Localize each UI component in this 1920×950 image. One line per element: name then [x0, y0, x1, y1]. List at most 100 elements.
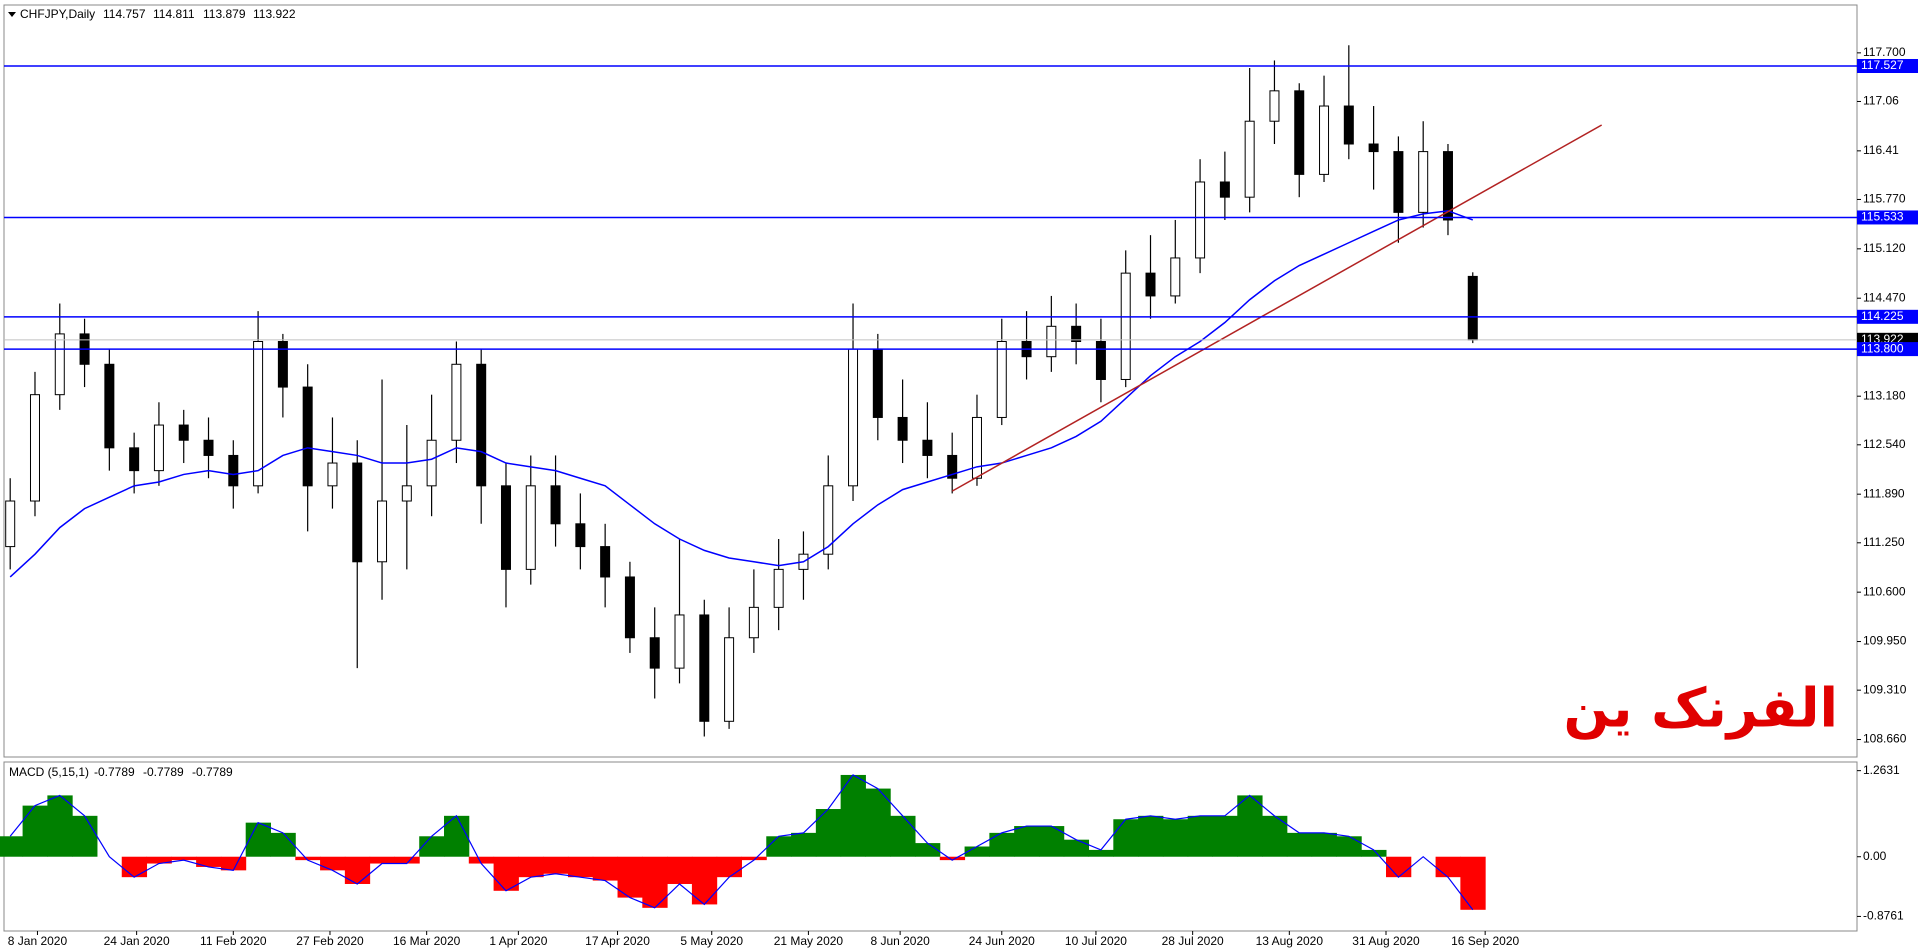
candle-body — [1046, 325, 1057, 358]
low: 113.879 — [203, 7, 246, 21]
y-tick-label: 116.41 — [1863, 143, 1899, 157]
macd-line — [9, 774, 1474, 911]
y-tick-label: 117.06 — [1863, 94, 1899, 108]
candle-body — [773, 568, 784, 608]
candle-body — [525, 485, 536, 570]
candle-body — [699, 614, 710, 722]
candle-body — [1244, 120, 1255, 198]
close: 113.922 — [253, 7, 296, 21]
macd-bar — [1237, 795, 1263, 857]
y-tick-label: 110.600 — [1863, 584, 1906, 598]
y-tick-label: 108.660 — [1863, 732, 1907, 746]
macd-bar — [592, 856, 619, 881]
candle-body — [228, 454, 239, 487]
macd-bar — [1336, 836, 1362, 857]
x-tick-label: 8 Jun 2020 — [870, 934, 930, 948]
level-label: 114.225 — [1861, 309, 1904, 323]
candle-body — [848, 348, 859, 487]
macd-bar — [667, 856, 693, 884]
x-tick-label: 8 Jan 2020 — [8, 934, 68, 948]
moving-average — [9, 210, 1474, 578]
symbol: CHFJPY,Daily — [20, 7, 95, 21]
y-tick-label: 112.540 — [1863, 437, 1906, 451]
macd-bar — [964, 846, 990, 857]
candle-body — [352, 462, 363, 563]
macd-bar — [1435, 856, 1461, 878]
candle-body — [1442, 151, 1453, 221]
x-tick-label: 24 Jan 2020 — [104, 934, 170, 948]
candle-body — [1195, 181, 1206, 259]
candle-body — [1393, 151, 1404, 213]
candle-body — [451, 363, 462, 441]
macd-y-tick-label: 0.00 — [1863, 849, 1887, 863]
candle-body — [129, 447, 140, 472]
x-tick-label: 1 Apr 2020 — [489, 934, 547, 948]
macd-bar — [146, 856, 172, 864]
macd-bar — [22, 805, 48, 857]
x-tick-label: 31 Aug 2020 — [1352, 934, 1420, 948]
macd-bar — [840, 774, 866, 857]
candle-body — [897, 416, 908, 441]
level-box — [1857, 58, 1918, 73]
macd-bar — [1460, 856, 1486, 910]
candle-body — [996, 341, 1007, 418]
macd-bar — [468, 856, 495, 864]
y-tick-label: 117.700 — [1863, 45, 1906, 59]
candle-body — [971, 416, 982, 479]
macd-y-tick-label: -0.8761 — [1863, 909, 1904, 923]
macd-bar — [295, 856, 321, 861]
menu-triangle[interactable] — [8, 12, 16, 17]
candle-body — [1145, 272, 1156, 297]
candle-body — [253, 341, 264, 487]
candle-body — [1219, 181, 1230, 198]
y-tick-label: 115.120 — [1863, 241, 1906, 255]
x-tick-label: 11 Feb 2020 — [200, 934, 267, 948]
candle-body — [377, 500, 388, 563]
x-tick-label: 10 Jul 2020 — [1065, 934, 1127, 948]
candle-body — [277, 341, 288, 388]
candle-body — [872, 348, 883, 418]
x-tick-label: 13 Aug 2020 — [1256, 934, 1324, 948]
macd-bar — [1361, 849, 1387, 857]
candle-body — [1170, 257, 1181, 297]
macd-bar — [741, 856, 767, 861]
macd-bar — [0, 836, 24, 857]
macd-bar — [1138, 815, 1164, 857]
trendline — [951, 124, 1603, 492]
macd-bar — [47, 795, 73, 857]
candle-body — [1343, 105, 1354, 145]
candle-body — [1418, 151, 1429, 213]
macd-bar — [1113, 819, 1139, 857]
x-tick-label: 24 Jun 2020 — [969, 934, 1035, 948]
candle-body — [575, 523, 586, 548]
candle-body — [327, 462, 338, 487]
macd-bar — [617, 856, 643, 898]
y-tick-label: 115.770 — [1863, 192, 1906, 206]
candle-body — [1368, 143, 1379, 153]
y-tick-label: 111.250 — [1863, 535, 1905, 549]
main-panel — [3, 4, 1858, 758]
candle-body — [1467, 275, 1478, 341]
annotation: الفرنک ین — [1564, 677, 1838, 740]
macd-bar — [72, 815, 98, 857]
candle-body — [401, 485, 412, 502]
level-label: 113.800 — [1861, 341, 1904, 355]
macd-bar — [1063, 839, 1090, 857]
x-tick-label: 16 Sep 2020 — [1451, 934, 1519, 948]
open: 114.757 — [103, 7, 146, 21]
x-tick-label: 28 Jul 2020 — [1162, 934, 1224, 948]
macd-value: -0.7789 — [94, 765, 135, 779]
candle-body — [54, 333, 65, 396]
x-tick-label: 27 Feb 2020 — [296, 934, 364, 948]
y-tick-label: 114.470 — [1863, 290, 1906, 304]
macd-bar — [939, 856, 966, 861]
candle-body — [600, 546, 611, 578]
macd-bar — [1212, 815, 1238, 857]
macd-bar — [890, 815, 916, 857]
macd-bar — [791, 832, 817, 857]
level-label: 115.533 — [1861, 210, 1904, 224]
macd-bar — [394, 856, 420, 864]
macd-bar — [989, 832, 1015, 857]
candle-body — [550, 485, 561, 525]
